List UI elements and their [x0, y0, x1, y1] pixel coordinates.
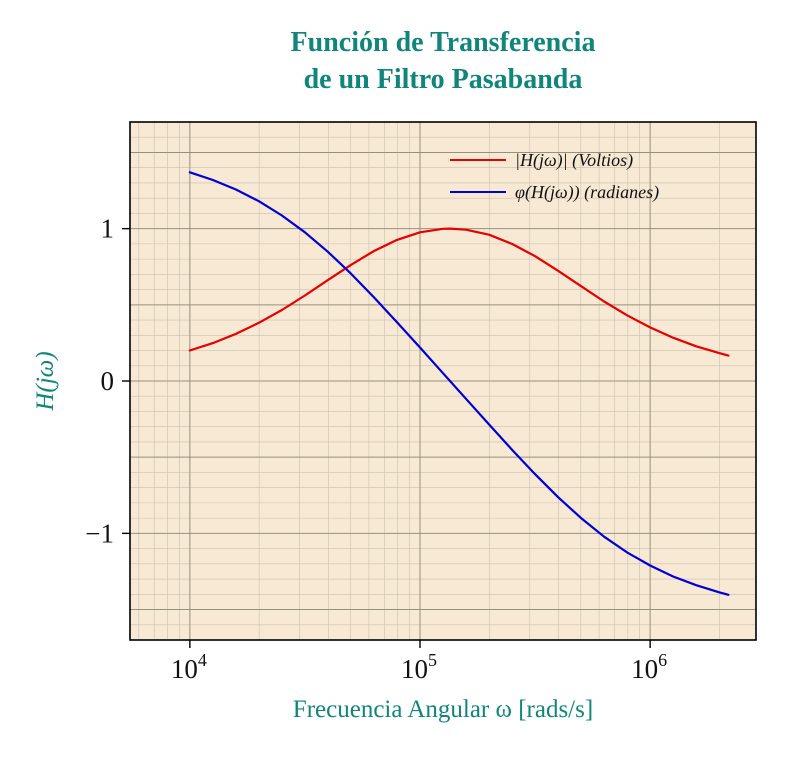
x-tick-label: 104: [171, 650, 207, 684]
y-axis-label: H(jω): [32, 351, 59, 411]
legend-entry-phase: φ(H(jω)) (radianes): [450, 176, 659, 208]
phase-line-swatch: [450, 191, 506, 193]
chart-title: Función de Transferencia de un Filtro Pa…: [130, 24, 756, 98]
x-tick-label: 105: [401, 650, 437, 684]
chart-title-line-1: Función de Transferencia: [290, 27, 596, 58]
y-tick-label: 1: [101, 214, 115, 244]
x-tick-label: 106: [631, 650, 667, 684]
legend: |H(jω)| (Voltios) φ(H(jω)) (radianes): [450, 144, 659, 208]
chart-title-line-2: de un Filtro Pasabanda: [303, 64, 583, 95]
legend-label-phase: φ(H(jω)) (radianes): [515, 181, 660, 202]
y-tick-label: 0: [101, 366, 115, 396]
x-axis-label: Frecuencia Angular ω [rads/s]: [292, 696, 594, 723]
legend-entry-magnitude: |H(jω)| (Voltios): [450, 144, 659, 176]
phase-radianes-curve: [188, 171, 730, 596]
legend-label-magnitude: |H(jω)| (Voltios): [515, 149, 634, 170]
y-tick-label: −1: [85, 518, 114, 548]
magnitude-line-swatch: [450, 159, 506, 161]
magnitude-voltios-curve: [188, 227, 730, 357]
